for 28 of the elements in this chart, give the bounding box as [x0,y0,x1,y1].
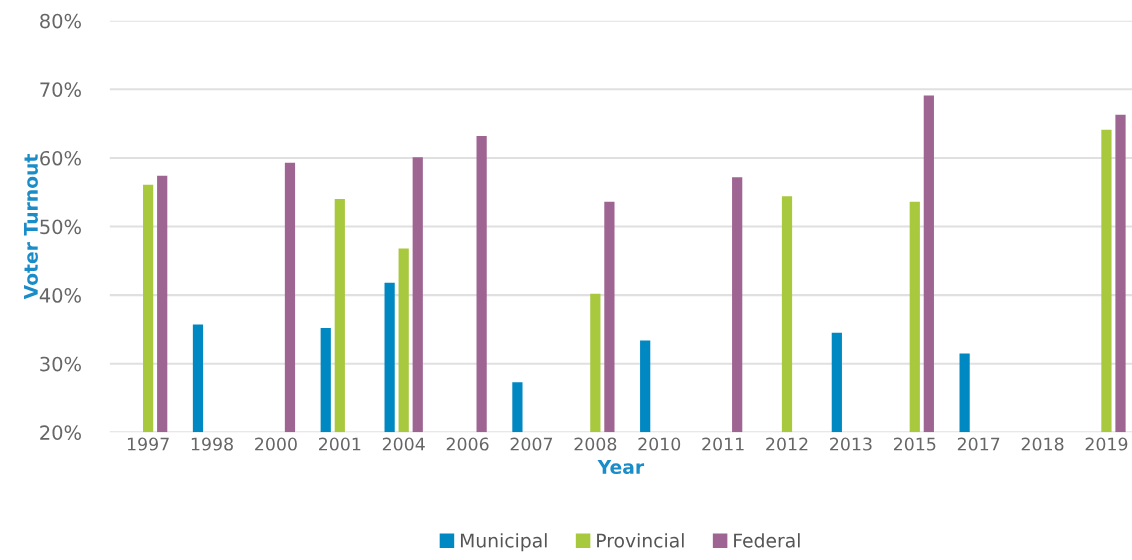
x-tick-label: 2015 [893,437,936,451]
x-tick-label: 2011 [702,437,744,451]
y-tick-label: 50% [40,219,81,235]
x-tick-label: 1997 [127,437,169,451]
legend-label: Provincial [597,533,684,548]
x-tick-label: 2013 [830,437,872,451]
x-tick-label: 2010 [638,437,681,451]
y-tick-label: 60% [40,150,81,166]
x-tick-label: 2000 [255,437,297,451]
x-tick-label: 2001 [318,437,361,451]
legend-label: Federal [734,533,800,548]
x-tick-label: 2006 [446,437,489,451]
x-tick-label: 2012 [766,437,808,451]
x-tick-label: 2008 [574,437,617,451]
x-tick-label: 2019 [1085,437,1128,451]
x-tick-label: 2018 [1021,437,1064,451]
y-axis-title: Voter Turnout [24,154,38,300]
x-tick-label: 2017 [957,437,1000,451]
x-tick-label: 1998 [191,437,233,451]
y-tick-label: 80% [40,13,81,29]
y-tick-label: 30% [40,356,81,372]
x-axis-title: Year [597,460,645,475]
legend-label: Municipal [460,533,547,552]
y-tick-label: 20% [40,425,81,440]
y-tick-label: 40% [39,288,81,303]
y-tick-label: 70% [40,82,81,97]
x-tick-label: 2007 [510,437,553,451]
x-tick-label: 2004 [382,437,425,451]
